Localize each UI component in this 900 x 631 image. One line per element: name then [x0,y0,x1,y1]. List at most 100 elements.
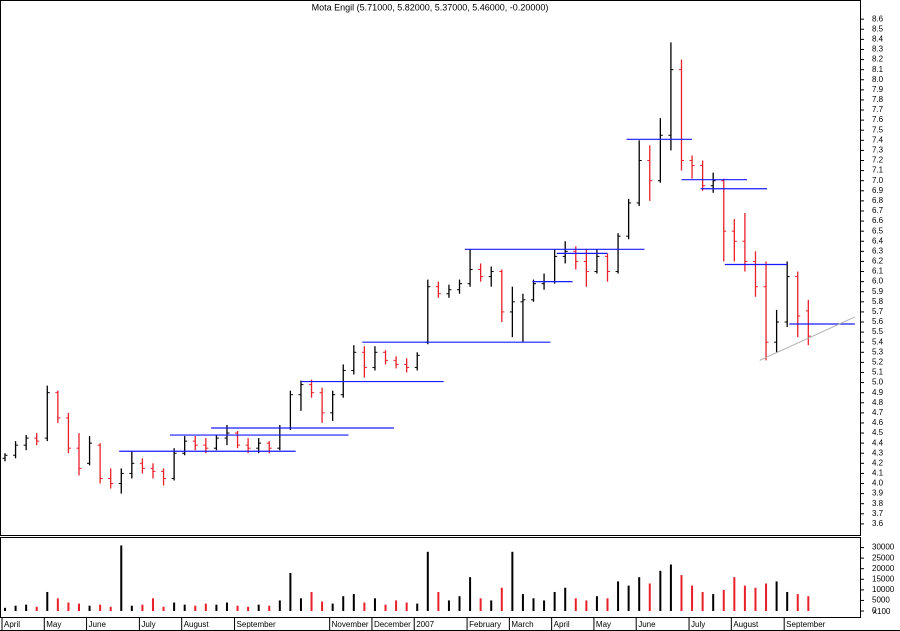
volume-bar [638,577,641,611]
y-tick-label: 8.4 [872,34,884,43]
volume-bar [606,598,609,611]
y-tick-label: 5.7 [872,307,884,316]
y-tick-label: 8.5 [872,24,884,33]
x-tick-label: June [89,620,107,629]
volume-bar [648,583,651,611]
volume-bar [278,600,281,611]
y2-tick-label: 15000 [872,574,895,583]
volume-bar [775,581,778,611]
volume-bar [35,606,38,611]
volume-panel [0,537,861,618]
y-tick-label: 5.8 [872,297,884,306]
volume-bar [384,604,387,611]
x-tick-label: September [237,620,276,629]
volume-bar [204,603,207,611]
y-tick-label: 5.6 [872,317,884,326]
y-tick-label: 5.5 [872,327,884,336]
y-tick-label: 8.3 [872,45,884,54]
volume-bar [88,605,91,611]
x-tick-label: February [469,620,501,629]
volume-bar [289,572,292,611]
volume-bar [669,564,672,611]
volume-bar [447,600,450,611]
x-tick-label: September [786,620,825,629]
volume-bar [437,591,440,611]
y-tick-label: 4.0 [872,479,884,488]
volume-bar [733,577,736,611]
y-tick-label: 6.8 [872,196,884,205]
y-tick-label: 6.1 [872,267,884,276]
volume-bar [56,598,59,611]
y-tick-label: 7.0 [872,176,884,185]
x-tick-label: March [511,620,533,629]
y-tick-label: 5.1 [872,368,884,377]
x-tick-label: December [374,620,411,629]
y-tick-label: 4.3 [872,448,884,457]
x-tick-label: July [691,620,705,629]
volume-bar [46,591,49,611]
y-tick-label: 6.3 [872,246,884,255]
volume-bar [77,603,80,611]
y2-tick-label: 10000 [872,585,895,594]
volume-bar [469,577,472,611]
x-tick-label: August [184,620,210,629]
x-tick-label: August [733,620,759,629]
y-tick-label: 6.5 [872,226,884,235]
x-tick-label: April [4,620,20,629]
volume-bar [141,604,144,611]
volume-bar [4,607,6,611]
volume-bar [215,604,218,611]
volume-bar [162,606,165,611]
y-tick-label: 4.8 [872,398,884,407]
volume-bar [130,605,133,611]
volume-bar [151,598,154,611]
y2-tick-label: 30000 [872,543,895,552]
y-tick-label: 6.7 [872,206,884,215]
y-tick-label: 7.1 [872,166,884,175]
y-tick-label: 3.7 [872,509,884,518]
y-tick-label: 6.0 [872,277,884,286]
volume-bar [321,601,324,611]
y-tick-label: 7.2 [872,156,884,165]
y-tick-label: 4.1 [872,469,884,478]
volume-bar [405,602,408,611]
volume-bar [521,594,524,611]
x-tick-label: June [638,620,656,629]
y-tick-label: 8.0 [872,75,884,84]
volume-bar [352,594,355,611]
x-tick-label: May [46,620,61,629]
x-tick-label: May [596,620,611,629]
y-tick-label: 8.6 [872,14,884,23]
volume-bar [701,591,704,611]
y2-tick-label: 5000 [872,596,890,605]
volume-bar [257,604,260,611]
y-tick-label: 3.9 [872,489,884,498]
volume-bar [479,598,482,611]
y-tick-label: 6.4 [872,236,884,245]
volume-bar [299,598,302,611]
volume-bar [743,585,746,611]
x-tick-label: 2007 [416,620,434,629]
y-tick-label: 3.8 [872,499,884,508]
volume-bar [395,600,398,611]
volume-bar [67,602,70,611]
y-tick-label: 4.2 [872,458,884,467]
volume-bar [194,605,197,611]
y-tick-label: 7.8 [872,95,884,104]
volume-bar [585,600,588,611]
volume-bar [458,596,461,611]
volume-bar [183,604,186,611]
volume-bar [722,589,725,611]
volume-bar [331,603,334,611]
volume-bar [426,551,429,611]
volume-bar [786,591,789,611]
y-tick-label: 7.5 [872,125,884,134]
volume-bar [14,605,17,611]
volume-bar [754,587,757,611]
y-tick-label: 7.4 [872,135,884,144]
y-tick-label: 5.9 [872,287,884,296]
y-tick-label: 5.0 [872,378,884,387]
volume-bar [712,594,715,611]
volume-bar [659,570,662,611]
